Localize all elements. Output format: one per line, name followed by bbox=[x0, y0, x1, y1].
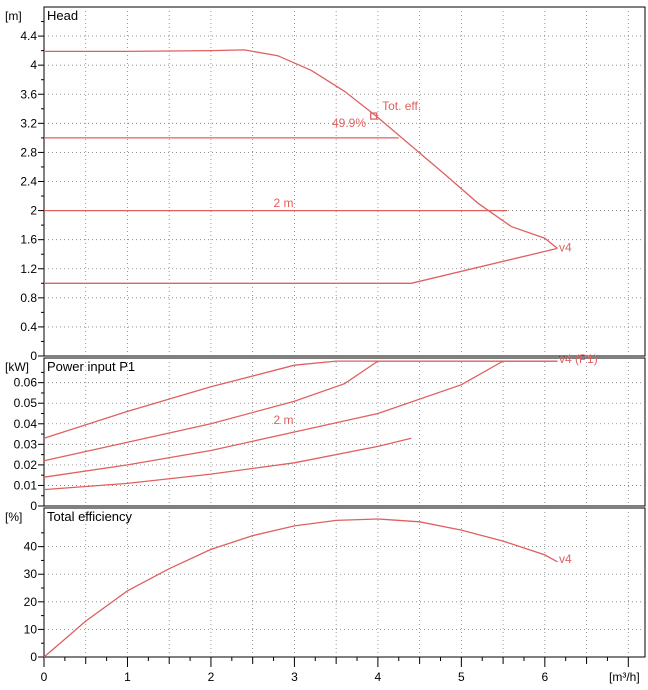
y-tick-label: 0 bbox=[30, 650, 37, 664]
y-tick-label: 2 bbox=[30, 204, 37, 218]
y-tick-label: 0.4 bbox=[20, 320, 37, 334]
y-tick-label: 0.02 bbox=[14, 458, 38, 472]
efficiency-point-marker bbox=[370, 112, 378, 120]
curve-annotation: 2 m bbox=[274, 413, 294, 427]
power-panel-title: Power input P1 bbox=[47, 359, 135, 374]
y-tick-label: 4 bbox=[30, 58, 37, 72]
x-tick-label: 5 bbox=[458, 670, 465, 684]
y-tick-label: 20 bbox=[24, 595, 38, 609]
y-tick-label: 3.6 bbox=[20, 87, 37, 101]
y-tick-label: 10 bbox=[24, 622, 38, 636]
total-efficiency-panel: 0 10 20 30 40 [%] Total efficiency 0 1 2 3 4 5 6 [m³/h… bbox=[5, 507, 646, 684]
plot-frame bbox=[43, 507, 646, 658]
efficiency-y-unit-label: [%] bbox=[5, 510, 22, 524]
y-tick-label: 0 bbox=[30, 499, 37, 513]
x-tick-label: 6 bbox=[541, 670, 548, 684]
y-tick-label: 4.4 bbox=[20, 29, 37, 43]
y-tick-label: 0.03 bbox=[14, 437, 38, 451]
head-y-unit-label: [m] bbox=[5, 9, 22, 23]
power-input-panel: 0 0.01 0.02 0.03 0.04 0.05 0.06 [kW] Power input… bbox=[5, 352, 646, 513]
y-tick-label: 1.2 bbox=[20, 262, 37, 276]
curve-annotation: Tot. eff. bbox=[382, 99, 421, 113]
curve-annotation: v4 (P1) bbox=[559, 352, 598, 366]
x-tick-label: 3 bbox=[291, 670, 298, 684]
x-tick-label: 1 bbox=[124, 670, 131, 684]
y-tick-label: 0 bbox=[30, 349, 37, 363]
curve-3 bbox=[44, 247, 558, 284]
y-tick-label: 0.8 bbox=[20, 291, 37, 305]
x-tick-label: 2 bbox=[208, 670, 215, 684]
y-tick-label: 0.04 bbox=[14, 417, 38, 431]
y-tick-label: 1.6 bbox=[20, 233, 37, 247]
curve-3 bbox=[43, 437, 412, 491]
y-tick-label: 3.2 bbox=[20, 116, 37, 130]
y-tick-label: 0.06 bbox=[14, 376, 38, 390]
y-tick-label: 2.8 bbox=[20, 145, 37, 159]
y-tick-label: 0.01 bbox=[14, 478, 38, 492]
head-panel: 0 0.4 0.8 1.2 1.6 2 2.4 2.8 3.2 3.6 4 4.4 [m] Head Tot… bbox=[5, 6, 646, 363]
curve-annotation: 2 m bbox=[274, 196, 294, 210]
curve-2 bbox=[43, 360, 558, 478]
curve-annotation: v4 bbox=[559, 240, 572, 254]
x-tick-label: 4 bbox=[375, 670, 382, 684]
y-tick-label: 2.4 bbox=[20, 175, 37, 189]
y-tick-label: 30 bbox=[24, 567, 38, 581]
y-tick-label: 0.05 bbox=[14, 396, 38, 410]
power-y-unit-label: [kW] bbox=[5, 360, 29, 374]
curve-0 bbox=[44, 49, 558, 249]
curve-1 bbox=[43, 360, 558, 462]
curve-annotation: 49.9% bbox=[332, 116, 366, 130]
head-panel-title: Head bbox=[47, 8, 78, 23]
x-axis-unit-label: [m³/h] bbox=[609, 670, 640, 684]
plot-frame bbox=[43, 357, 646, 507]
curve-annotation: v4 bbox=[559, 552, 572, 566]
curve-0 bbox=[43, 518, 558, 658]
y-tick-label: 40 bbox=[24, 540, 38, 554]
efficiency-panel-title: Total efficiency bbox=[47, 509, 133, 524]
x-tick-label: 0 bbox=[41, 670, 48, 684]
